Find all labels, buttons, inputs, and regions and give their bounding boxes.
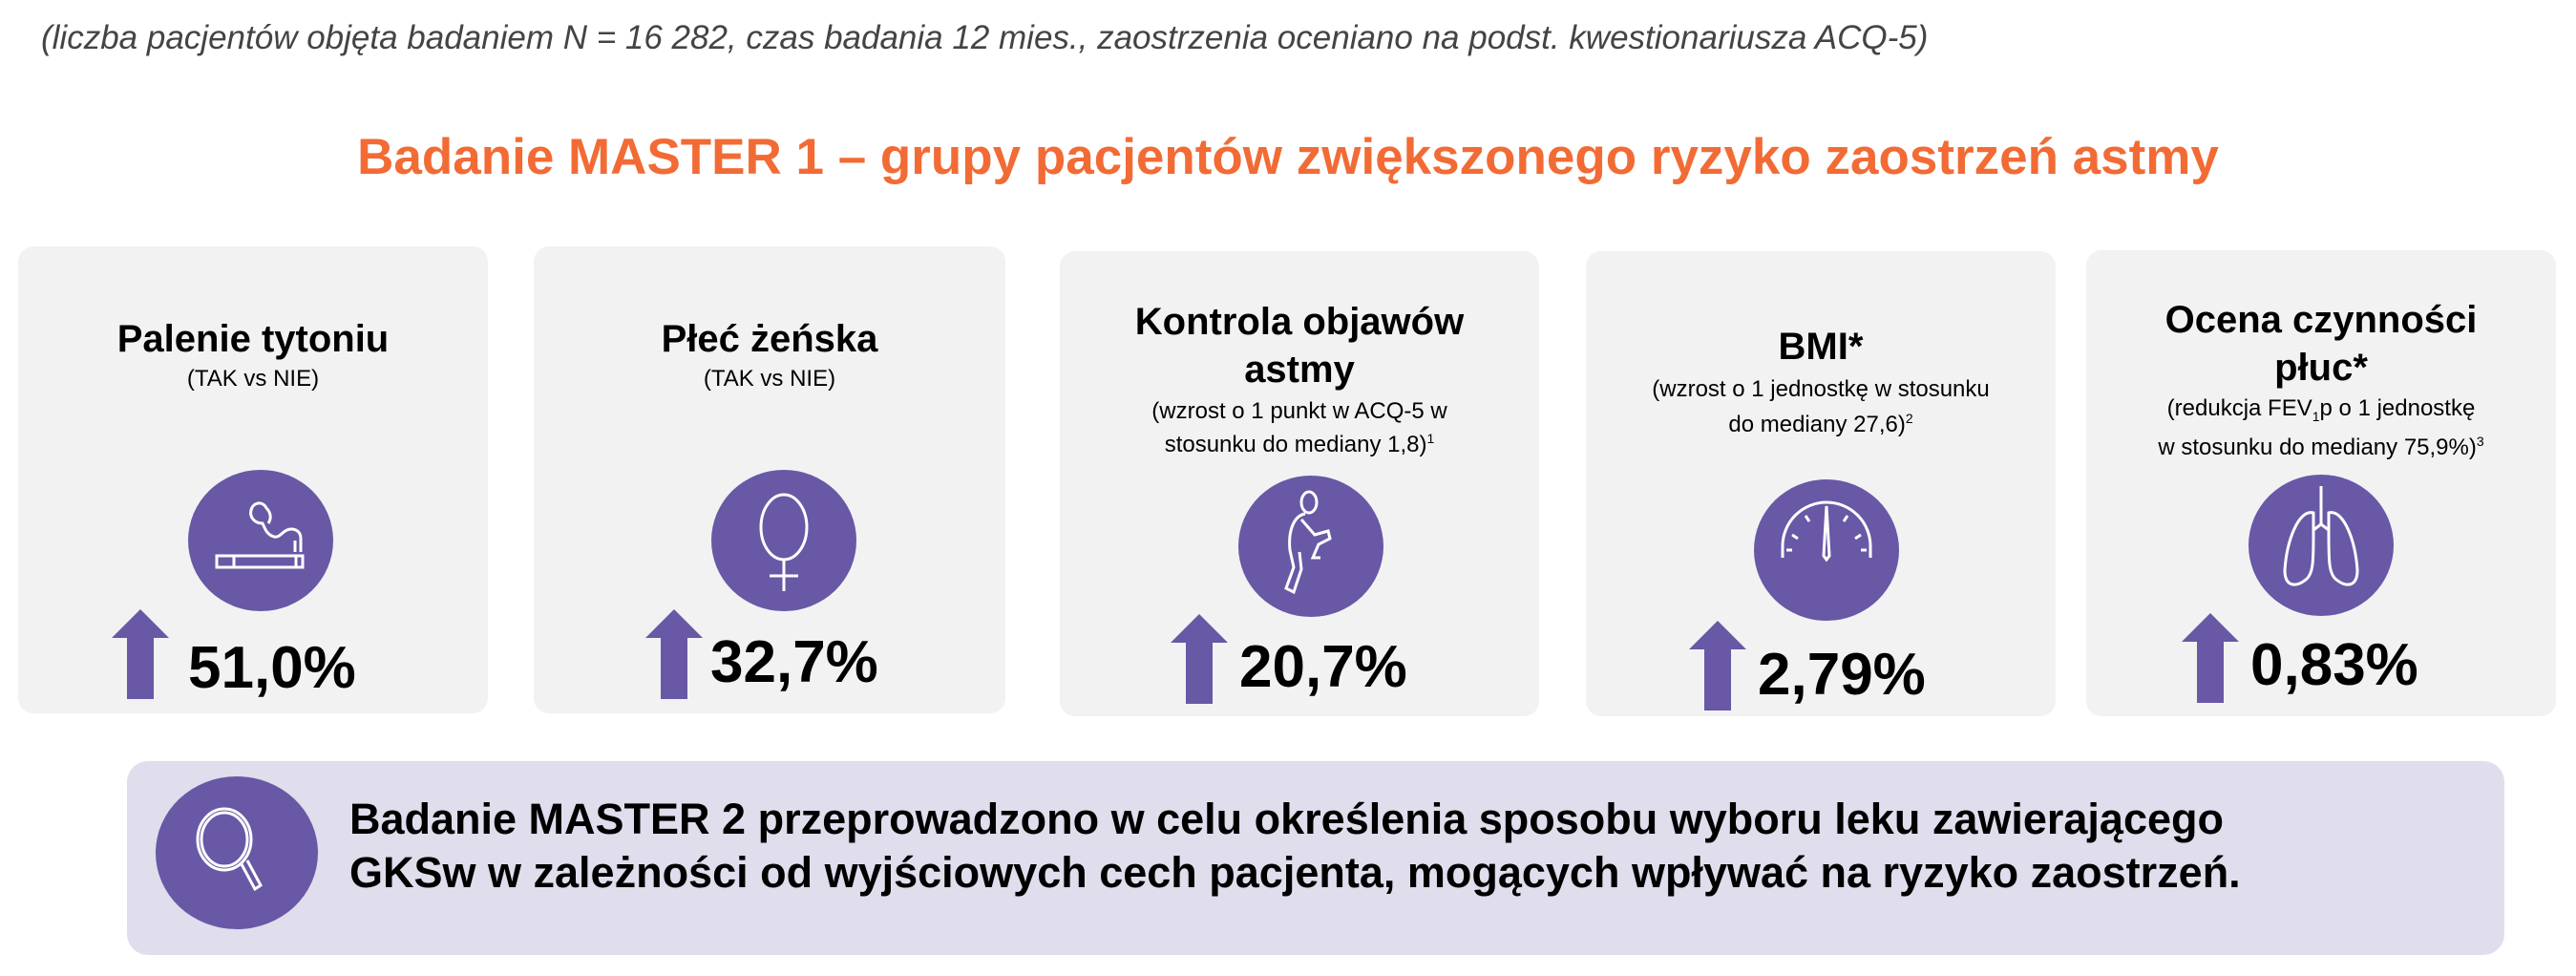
card-lung-function: Ocena czynności płuc* (redukcja FEV1p o … — [2086, 250, 2556, 716]
card-title-line2: astmy — [1244, 349, 1355, 391]
card-title: BMI* — [1778, 326, 1864, 368]
card-title: Ocena czynności — [2164, 299, 2478, 341]
card-subtitle-text: stosunku do mediany 1,8) — [1164, 432, 1427, 457]
card-subtitle-text: w stosunku do mediany 75,9%) — [2158, 435, 2477, 460]
master2-banner: Badanie MASTER 2 przeprowadzono w celu o… — [127, 761, 2504, 955]
cigarette-icon — [188, 470, 333, 611]
card-subtitle-text: do mediany 27,6) — [1728, 412, 1906, 437]
card-value: 32,7% — [710, 629, 878, 695]
card-smoking: Palenie tytoniu (TAK vs NIE) 51,0% — [18, 246, 488, 713]
card-title: Kontrola objawów — [1134, 301, 1465, 343]
page-title: Badanie MASTER 1 – grupy pacjentów zwięk… — [357, 129, 2219, 185]
magnifier-icon — [156, 776, 318, 929]
card-subtitle-line2: stosunku do mediany 1,8)1 — [1060, 424, 1539, 459]
card-value: 2,79% — [1758, 642, 1926, 708]
arrow-up-icon — [1171, 614, 1228, 704]
female-symbol-icon — [711, 470, 856, 611]
footnote-ref: 1 — [1426, 431, 1435, 446]
card-subtitle-text: p o 1 jednostkę — [2319, 395, 2476, 421]
card-title: Palenie tytoniu — [116, 318, 390, 360]
banner-line-1: Badanie MASTER 2 przeprowadzono w celu o… — [349, 795, 2224, 843]
study-note: (liczba pacjentów objęta badaniem N = 16… — [41, 19, 1929, 56]
arrow-up-icon — [112, 609, 169, 699]
card-bmi: BMI* (wzrost o 1 jednostkę w stosunku do… — [1586, 251, 2056, 716]
arrow-up-icon — [2182, 613, 2239, 703]
card-subtitle: (redukcja FEV1p o 1 jednostkę — [2086, 393, 2556, 432]
card-title: Płeć żeńska — [661, 318, 878, 360]
banner-text: Badanie MASTER 2 przeprowadzono w celu o… — [349, 793, 2241, 900]
card-female-sex: Płeć żeńska (TAK vs NIE) 32,7% — [534, 246, 1005, 713]
card-subtitle: (wzrost o 1 jednostkę w stosunku — [1652, 376, 1990, 402]
card-subtitle-line2: do mediany 27,6)2 — [1586, 404, 2056, 439]
banner-line-2: GKSw w zależności od wyjściowych cech pa… — [349, 848, 2241, 897]
card-title-line2: płuc* — [2274, 347, 2368, 389]
lungs-icon — [2249, 475, 2394, 616]
card-symptom-control: Kontrola objawów astmy (wzrost o 1 punkt… — [1060, 251, 1539, 716]
coughing-person-icon — [1238, 476, 1383, 617]
card-subtitle-line2: w stosunku do mediany 75,9%)3 — [2086, 427, 2556, 462]
card-subtitle: (TAK vs NIE) — [186, 366, 320, 392]
card-subtitle-text: (redukcja FEV — [2166, 395, 2312, 421]
card-subtitle: (TAK vs NIE) — [703, 366, 836, 392]
card-subtitle: (wzrost o 1 punkt w ACQ-5 w — [1151, 398, 1447, 424]
card-value: 20,7% — [1239, 634, 1407, 700]
arrow-up-icon — [1689, 621, 1746, 711]
card-value: 0,83% — [2250, 632, 2418, 698]
footnote-ref: 2 — [1905, 411, 1913, 426]
scale-gauge-icon — [1754, 479, 1899, 621]
footnote-ref: 3 — [2476, 434, 2484, 449]
arrow-up-icon — [645, 609, 703, 699]
card-value: 51,0% — [188, 635, 356, 701]
subscript: 1 — [2312, 408, 2320, 424]
